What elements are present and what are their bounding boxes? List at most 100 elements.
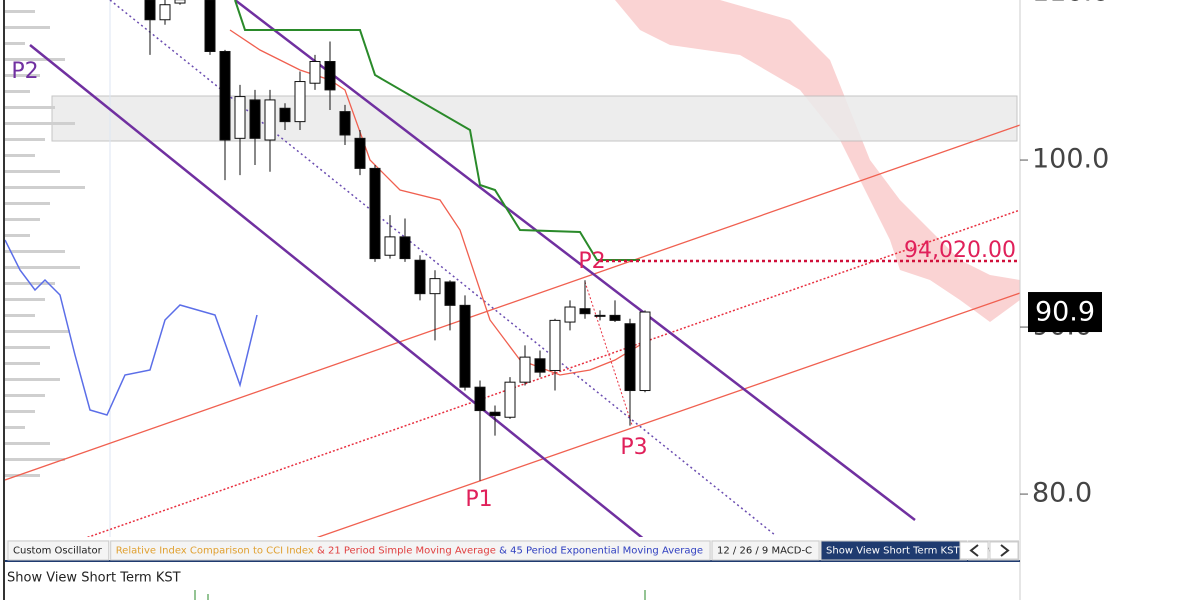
candle-body (624, 323, 636, 392)
level-label: 94,020.00 (904, 238, 1016, 263)
profile-bar (5, 170, 60, 173)
profile-bar (5, 202, 50, 205)
candle-body (384, 236, 396, 256)
tab-label: Relative Index Comparison to CCI Index &… (116, 546, 703, 557)
tab-label-part: & 21 Period Simple Moving Average (314, 546, 496, 557)
candle-body (354, 137, 366, 169)
tab-label-part: & 45 Period Exponential Moving Average (496, 546, 703, 557)
profile-bar (5, 10, 35, 13)
y-tick-label: 110.0 (1032, 0, 1109, 8)
profile-bar (5, 250, 65, 253)
tab-label: Custom Oscillator (13, 546, 103, 557)
profile-bar (5, 266, 80, 269)
price-box (1028, 292, 1102, 333)
profile-bar (5, 362, 40, 365)
tab-background (7, 540, 110, 561)
profile-bar (5, 90, 30, 93)
profile-bar (5, 74, 40, 77)
profile-bar (5, 42, 25, 45)
profile-bar (5, 154, 35, 157)
candles (144, 0, 651, 481)
profile-bar (5, 314, 35, 317)
profile-bar (5, 378, 60, 381)
profile-bar (5, 410, 35, 413)
profile-bar (5, 186, 85, 189)
candle-body (549, 319, 561, 371)
point-label: P2 (578, 249, 605, 274)
candle-body (264, 99, 276, 141)
prev-button[interactable] (959, 541, 989, 560)
tab[interactable]: Relative Index Comparison to CCI Index &… (110, 540, 711, 561)
profile-bar (5, 458, 65, 461)
candle-body (294, 81, 306, 123)
candle-body (249, 99, 261, 139)
tab[interactable]: Show View Short Term KST (820, 540, 968, 561)
candle-body (609, 314, 621, 321)
prev-icon (969, 544, 979, 557)
tab[interactable]: Custom Oscillator (7, 540, 110, 561)
oscillator-line (5, 239, 258, 416)
candle-body (489, 411, 501, 417)
candle-body (474, 386, 486, 412)
profile-bar (5, 26, 50, 29)
candle-body (564, 306, 576, 323)
profile-bar (5, 474, 40, 477)
profile-bar (5, 394, 45, 397)
candle-body (399, 236, 411, 260)
candle-body (534, 358, 546, 373)
channel-line (234, 0, 916, 521)
point-label: P2 (11, 59, 38, 84)
candle-body (594, 314, 606, 317)
y-tick-label: 100.0 (1032, 144, 1109, 175)
candle-body (579, 308, 591, 315)
candle-body (309, 61, 321, 84)
point-label: P3 (620, 435, 647, 460)
long-ma (234, 0, 640, 261)
candle-body (369, 167, 381, 260)
channel-median (109, 0, 776, 536)
profile-bar (5, 298, 45, 301)
profile-bar (5, 122, 75, 125)
zone-box (51, 95, 1018, 142)
cloud (615, 0, 1020, 322)
candle-body (159, 4, 171, 21)
tab-label: 12 / 26 / 9 MACD-C (717, 546, 812, 557)
tab-label: Show View Short Term KST (826, 546, 960, 557)
profile-bar (5, 106, 55, 109)
volume-profile (5, 10, 85, 477)
tab[interactable]: 12 / 26 / 9 MACD-C (711, 540, 820, 561)
next-button[interactable] (989, 541, 1019, 560)
pitchfork-line (316, 292, 1020, 537)
candle-body (444, 281, 456, 306)
candle-body (219, 50, 231, 141)
next-icon (1000, 544, 1010, 557)
profile-bar (5, 426, 25, 429)
candle-body (144, 0, 156, 21)
candle-body (279, 107, 291, 123)
candle-body (234, 96, 246, 139)
candle-body (204, 0, 216, 52)
plot-layer: P2 P2 P1 P3 94,020.00 (5, 0, 1020, 537)
channel-line (29, 44, 644, 537)
pitchfork-line (5, 124, 1020, 481)
candle-body (504, 381, 516, 418)
tab-background (110, 540, 711, 561)
y-tick-label: 80.0 (1032, 478, 1092, 509)
candle-body (174, 0, 186, 4)
point-label: P1 (465, 487, 492, 512)
tab-background (711, 540, 820, 561)
tabs: Custom Oscillator Relative Index Comparis… (7, 540, 1020, 561)
candle-body (639, 311, 651, 392)
tab-label-part: Relative Index Comparison to CCI Index (116, 546, 314, 557)
price-label: 90.9 (1035, 297, 1095, 328)
profile-bar (5, 442, 50, 445)
profile-bar (5, 58, 65, 61)
profile-bar (5, 234, 30, 237)
profile-bar (5, 138, 45, 141)
swing-line (584, 281, 633, 426)
panel-title: Show View Short Term KST (7, 571, 181, 586)
candle-body (339, 111, 351, 136)
profile-bar (5, 218, 40, 221)
